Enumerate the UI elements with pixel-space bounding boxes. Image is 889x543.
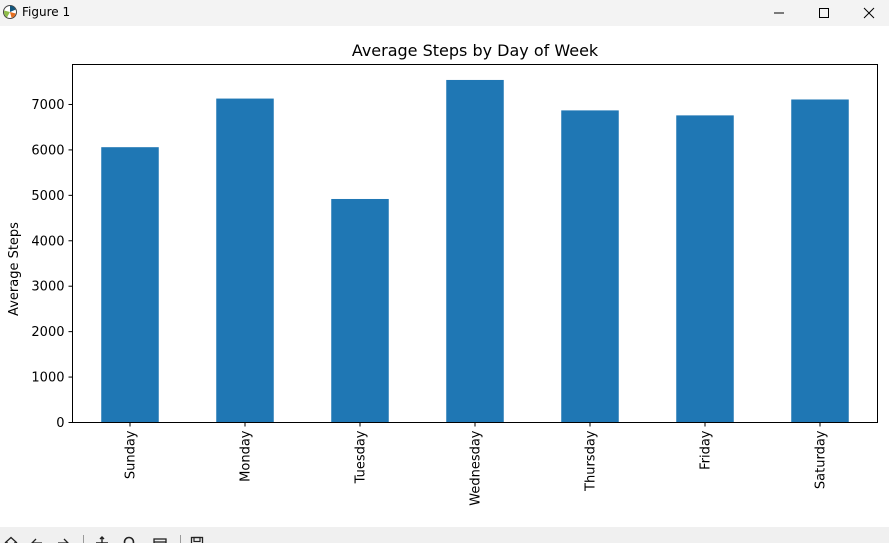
- bar-wednesday: [446, 79, 504, 423]
- bar-monday: [216, 98, 274, 423]
- bar-friday: [676, 115, 734, 423]
- minimize-button[interactable]: [756, 0, 802, 26]
- save-button[interactable]: [190, 536, 204, 543]
- plot-frame: [72, 64, 878, 423]
- y-axis-label: Average Steps: [7, 222, 22, 316]
- toolbar-separator: [83, 535, 84, 543]
- back-icon: [31, 538, 42, 543]
- bar-saturday: [791, 99, 849, 423]
- chart-title: Average Steps by Day of Week: [352, 41, 599, 60]
- configure-subplots-icon: [153, 538, 167, 543]
- window-title: Figure 1: [22, 5, 71, 19]
- y-tick-label: 5000: [31, 189, 64, 204]
- y-tick-label: 6000: [31, 143, 64, 158]
- maximize-button[interactable]: [801, 0, 847, 26]
- toolbar-separator: [180, 535, 181, 543]
- x-tick-label: Sunday: [124, 430, 139, 479]
- y-tick-label: 1000: [31, 371, 64, 386]
- minimize-icon: [774, 12, 784, 14]
- bar-thursday: [561, 110, 619, 423]
- x-tick-label: Saturday: [814, 430, 829, 489]
- x-tick-label: Friday: [699, 430, 714, 470]
- pan-button[interactable]: [95, 536, 109, 543]
- x-tick-label: Monday: [239, 430, 254, 482]
- figure-canvas[interactable]: Average Steps by Day of Week Average Ste…: [0, 26, 889, 527]
- close-icon: [863, 7, 875, 19]
- x-tick-label: Wednesday: [469, 430, 484, 506]
- back-button[interactable]: [30, 536, 44, 543]
- bar-tuesday: [331, 198, 389, 423]
- zoom-icon: [123, 536, 135, 543]
- bar-sunday: [101, 147, 159, 423]
- home-button[interactable]: [4, 536, 18, 543]
- x-ticks-group: Sunday Monday Tuesday Wednesday Thursday Frid…: [124, 422, 829, 506]
- y-tick-label: 3000: [31, 280, 64, 295]
- x-tick-label: Tuesday: [354, 430, 369, 484]
- forward-button[interactable]: [56, 536, 70, 543]
- forward-icon: [58, 538, 69, 543]
- y-tick-label: 7000: [31, 98, 64, 113]
- y-tick-label: 2000: [31, 325, 64, 340]
- bar-chart: Average Steps by Day of Week Average Ste…: [7, 41, 878, 506]
- y-tick-label: 4000: [31, 234, 64, 249]
- navigation-toolbar: [0, 527, 889, 543]
- y-ticks-group: 0 1000 2000 3000 4000 5000 6000 7000: [31, 98, 73, 431]
- configure-subplots-button[interactable]: [153, 536, 167, 543]
- home-icon: [4, 536, 18, 543]
- pan-icon: [96, 536, 108, 543]
- y-tick-label: 0: [56, 416, 64, 431]
- maximize-icon: [819, 8, 829, 18]
- close-button[interactable]: [846, 0, 889, 26]
- zoom-button[interactable]: [123, 536, 137, 543]
- bars-group: [101, 79, 849, 423]
- x-tick-label: Thursday: [584, 430, 599, 492]
- title-bar[interactable]: Figure 1: [0, 0, 889, 26]
- matplotlib-icon: [3, 5, 17, 19]
- save-icon: [190, 536, 204, 543]
